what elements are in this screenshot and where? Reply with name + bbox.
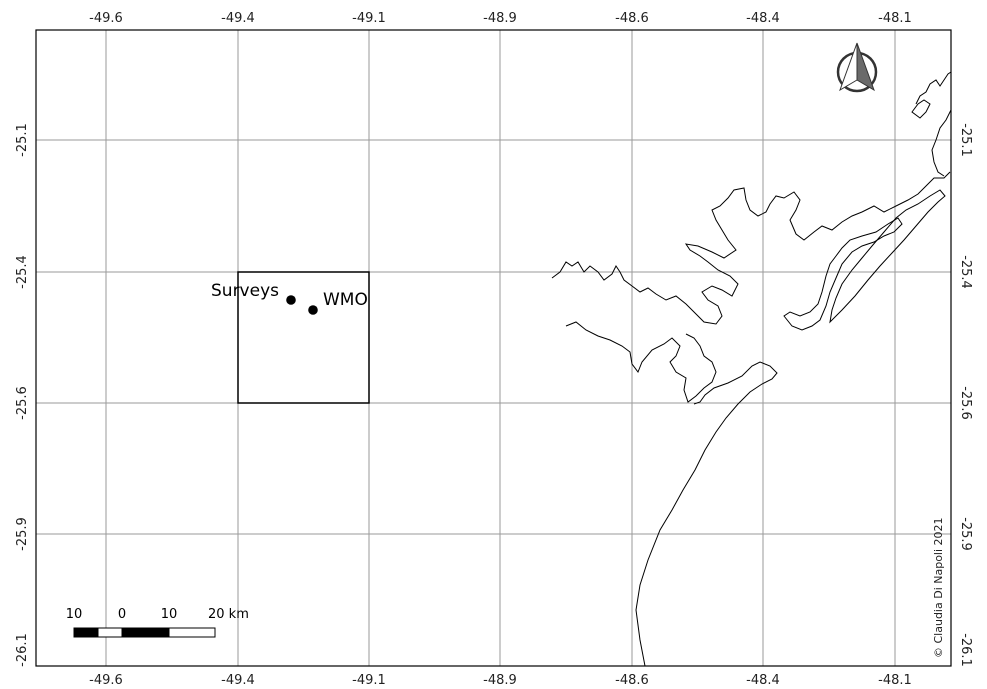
lat-label: -25.4	[958, 255, 973, 289]
scale-bar-segment	[122, 628, 169, 637]
lon-labels-top: -49.6 -49.4 -49.1 -48.9 -48.6 -48.4 -48.…	[89, 11, 912, 26]
lon-label: -49.6	[89, 11, 123, 26]
scale-bar-segment	[74, 628, 98, 637]
lat-label: -25.6	[958, 386, 973, 420]
north-arrow-icon	[836, 42, 878, 93]
surveys-point	[286, 295, 296, 305]
scale-label: 10	[161, 607, 178, 622]
wmo-point	[308, 305, 318, 315]
surveys-label: Surveys	[211, 281, 279, 301]
lon-label: -49.4	[221, 673, 255, 688]
northeast-inlet	[911, 99, 931, 119]
scale-label: 0	[118, 607, 126, 622]
lat-labels-left: -25.1 -25.4 -25.6 -25.9 -26.1	[15, 123, 30, 667]
scale-bar: 10 0 10 20 km	[66, 607, 249, 638]
bay-north-shore	[551, 171, 951, 325]
lon-label: -48.1	[878, 673, 912, 688]
scale-label: 20 km	[208, 607, 249, 622]
lon-label: -49.1	[352, 11, 386, 26]
barrier-island	[829, 189, 946, 324]
lat-label: -26.1	[958, 633, 973, 667]
lat-label: -25.6	[15, 386, 30, 420]
northeast-shore	[915, 71, 952, 177]
map-frame	[35, 29, 952, 667]
study-area-box	[237, 271, 370, 404]
scale-bar-segment	[168, 627, 216, 638]
lat-label: -25.1	[958, 123, 973, 157]
lon-label: -49.6	[89, 673, 123, 688]
wmo-label: WMO	[323, 290, 368, 310]
lat-label: -25.1	[15, 123, 30, 157]
lon-label: -49.1	[352, 673, 386, 688]
bay-inner-loop	[783, 217, 903, 331]
lon-label: -48.6	[615, 673, 649, 688]
lon-label: -48.4	[746, 673, 780, 688]
scale-label: 10	[66, 607, 83, 622]
lat-label: -26.1	[15, 633, 30, 667]
ocean-coastline	[635, 361, 778, 667]
scale-bar-outline	[73, 627, 216, 638]
lon-label: -48.9	[483, 11, 517, 26]
map-credit: © Claudia Di Napoli 2021	[932, 517, 945, 658]
lon-label: -48.4	[746, 11, 780, 26]
lon-labels-bottom: -49.6 -49.4 -49.1 -48.9 -48.6 -48.4 -48.…	[89, 673, 912, 688]
coastline	[551, 71, 952, 667]
bay-south-shore	[565, 321, 717, 403]
graticule	[36, 30, 951, 666]
lat-label: -25.4	[15, 255, 30, 289]
lat-label: -25.9	[15, 517, 30, 551]
lon-label: -48.1	[878, 11, 912, 26]
lon-label: -48.6	[615, 11, 649, 26]
scale-bar-segment	[97, 627, 123, 638]
lat-labels-right: -25.1 -25.4 -25.6 -25.9 -26.1	[958, 123, 973, 667]
lat-label: -25.9	[958, 517, 973, 551]
lon-label: -48.9	[483, 673, 517, 688]
lon-label: -49.4	[221, 11, 255, 26]
